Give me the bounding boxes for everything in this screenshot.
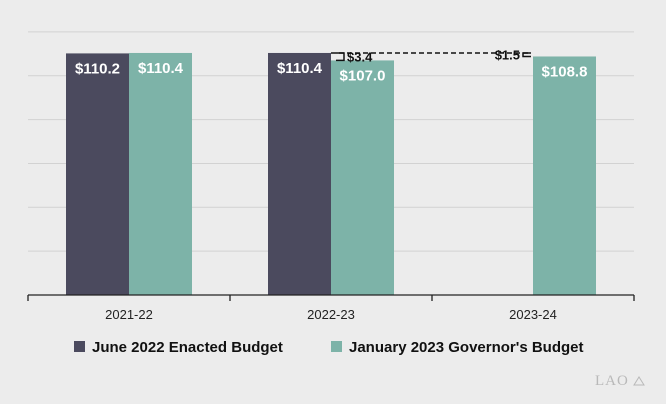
legend-label: June 2022 Enacted Budget <box>92 339 283 356</box>
x-tick-label: 2021-22 <box>105 307 153 322</box>
bar-governors-2021-22 <box>129 52 192 295</box>
bar-enacted-2022-23 <box>268 52 331 295</box>
x-tick-label: 2023-24 <box>509 307 557 322</box>
lao-logo: LAO <box>595 373 645 389</box>
lao-logo-mark <box>633 376 645 386</box>
legend-swatch <box>74 341 85 352</box>
bar-governors-2022-23 <box>331 60 394 295</box>
bar-governors-2023-24 <box>533 56 596 295</box>
difference-label: $3.4 <box>347 50 373 65</box>
legend-swatch <box>331 341 342 352</box>
x-tick-label: 2022-23 <box>307 307 355 322</box>
bar-enacted-2021-22 <box>66 53 129 296</box>
difference-label: $1.5 <box>495 48 520 63</box>
data-label: $110.4 <box>138 60 184 77</box>
bars: $110.2 $110.4 $110.4 $107.0 $108.8 <box>66 52 596 296</box>
difference-bracket <box>522 52 531 58</box>
legend: June 2022 Enacted Budget January 2023 Gov… <box>74 339 584 356</box>
data-label: $110.4 <box>277 60 323 77</box>
data-label: $110.2 <box>75 60 120 77</box>
annotations: $3.4 $1.5 <box>331 48 531 65</box>
legend-label: January 2023 Governor's Budget <box>349 339 584 356</box>
data-label: $108.8 <box>542 63 588 80</box>
lao-logo-text: LAO <box>595 373 629 389</box>
data-label: $107.0 <box>340 67 386 84</box>
x-ticks: 2021-22 2022-23 2023-24 <box>27 295 635 322</box>
difference-bracket <box>336 52 345 62</box>
